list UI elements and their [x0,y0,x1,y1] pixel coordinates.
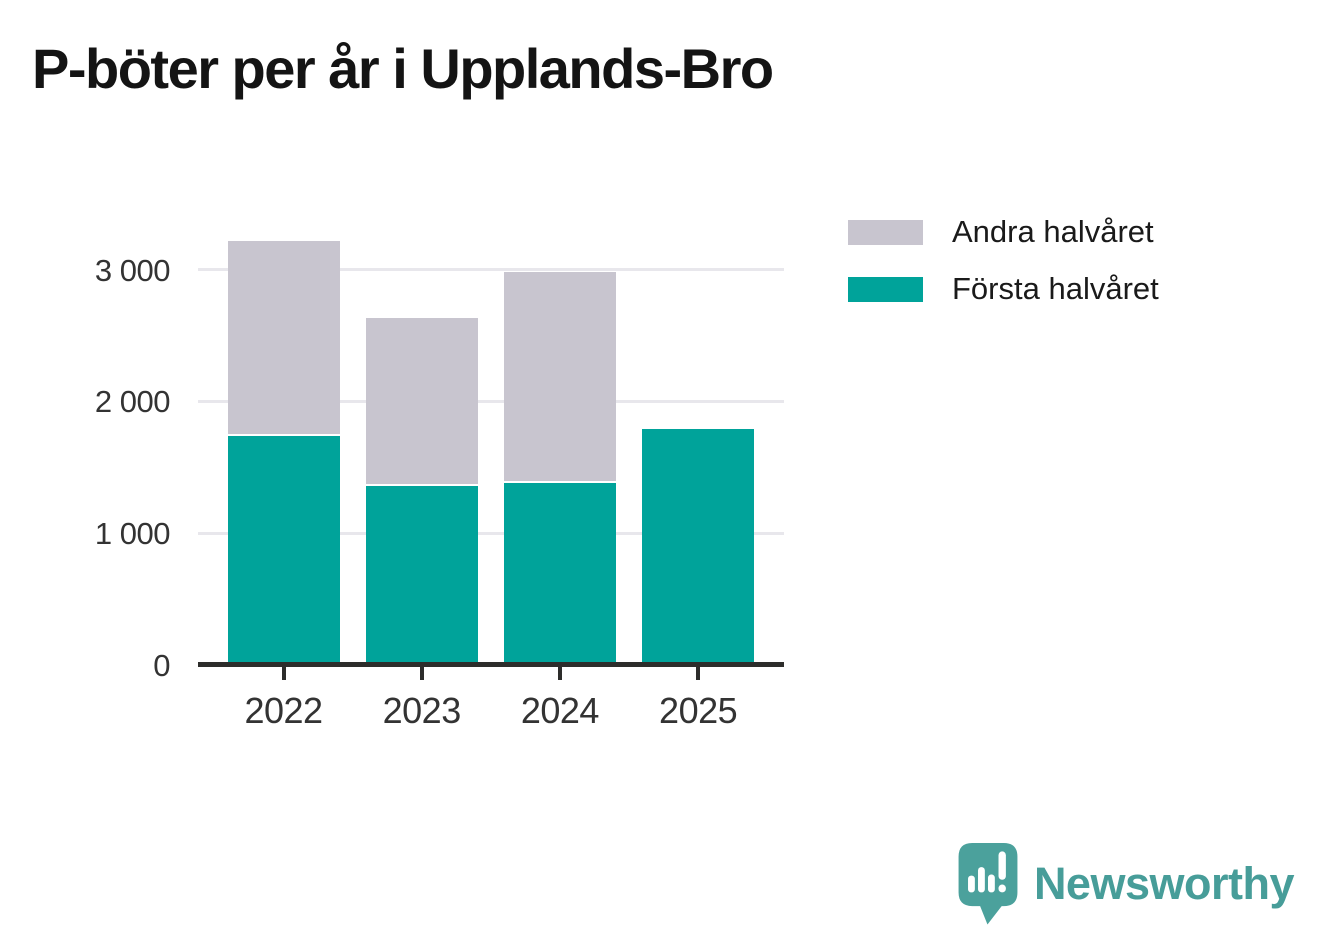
legend-label: Första halvåret [952,271,1159,306]
x-axis-line [198,662,784,667]
bar-2022-andra-halvaret [227,240,340,434]
legend-item: Andra halvåret [848,214,1159,249]
legend-swatch [848,219,923,245]
gridline-2000 [198,399,784,403]
plot-area [198,230,784,665]
x-axis-tick-2022 [281,667,286,680]
brand-wordmark: Newsworthy [1033,858,1295,909]
x-axis-tick-2024 [557,667,562,680]
y-axis-label-3000: 3 000 [94,252,171,288]
chart-title: P-böter per år i Upplands-Bro [32,37,774,100]
gridline-1000 [198,531,784,535]
x-axis-label-2024: 2024 [520,690,600,731]
bar-2024-forsta-halvaret [503,483,616,665]
bar-2022-forsta-halvaret [227,435,340,665]
y-axis-label-2000: 2 000 [94,384,171,420]
bar-2025-forsta-halvaret [642,429,755,665]
newsworthy-logo-icon [958,843,1018,925]
y-axis-label-1000: 1 000 [94,516,171,552]
x-axis-tick-2025 [696,667,701,680]
bar-2024-andra-halvaret [503,272,616,482]
legend: Andra halvåret Första halvåret [848,214,1159,333]
bar-2023-andra-halvaret [365,318,478,484]
x-axis-label-2022: 2022 [244,690,323,731]
x-axis-label-2023: 2023 [382,690,462,731]
x-axis-tick-2023 [419,667,424,680]
brand-attribution: Newsworthy [958,843,1295,925]
bar-2023-forsta-halvaret [365,485,478,665]
legend-item: Första halvåret [848,271,1159,306]
legend-label: Andra halvåret [952,214,1154,249]
gridline-3000 [198,268,784,272]
legend-swatch [848,276,923,302]
y-axis-label-0: 0 [153,648,170,683]
x-axis-label-2025: 2025 [659,690,738,731]
